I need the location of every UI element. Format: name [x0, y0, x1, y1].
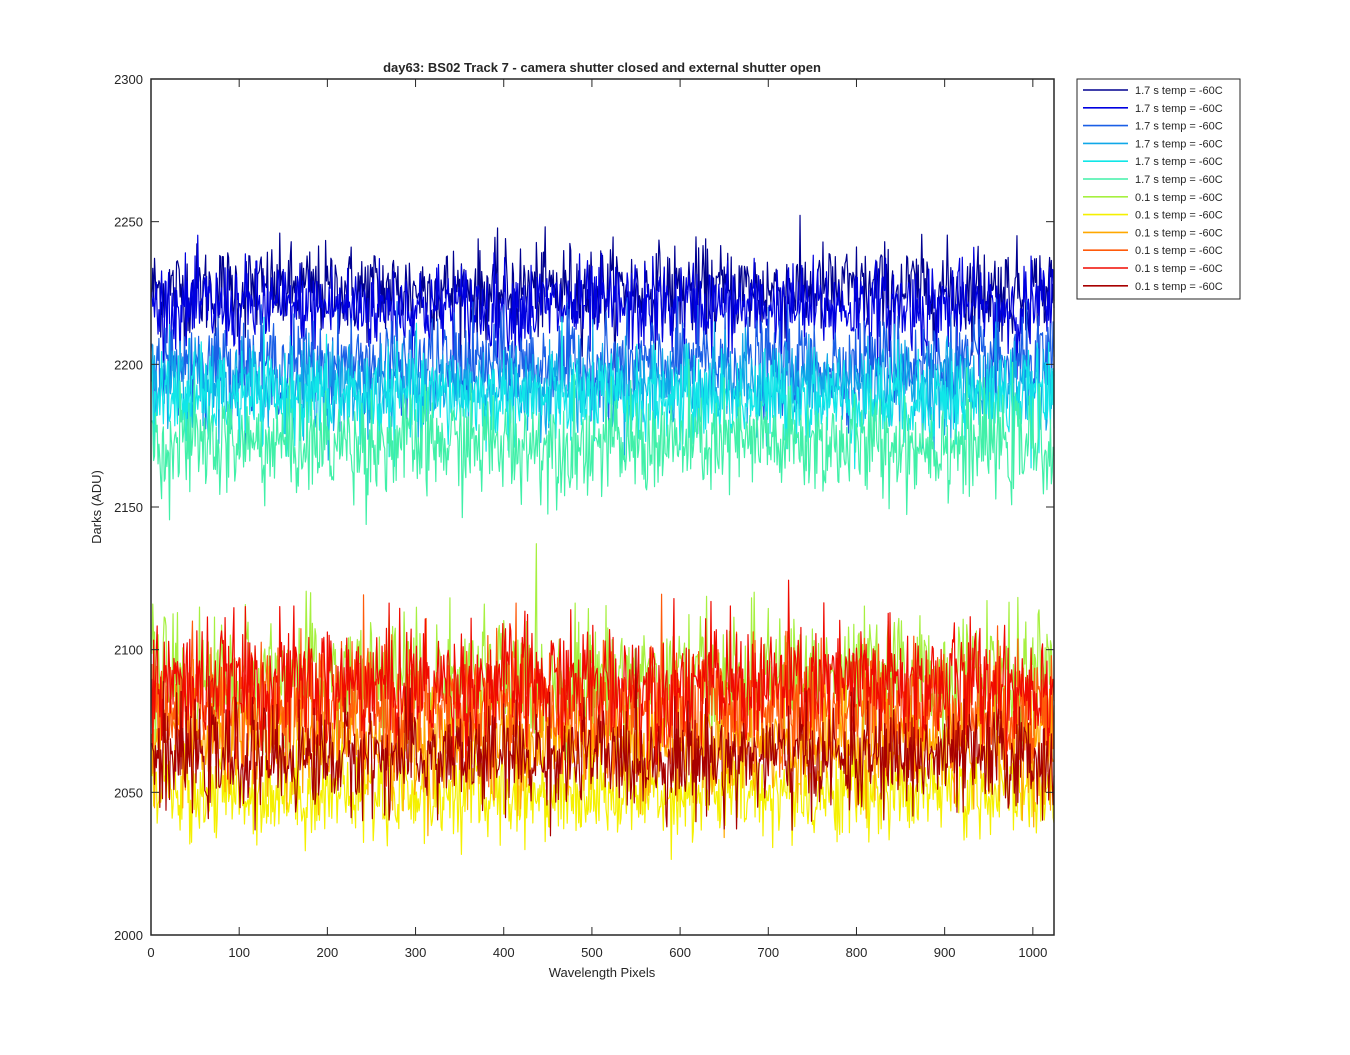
- legend-label: 1.7 s temp = -60C: [1135, 85, 1223, 97]
- x-tick-label: 1000: [1018, 945, 1047, 960]
- y-tick-label: 2000: [114, 928, 143, 943]
- y-tick-label: 2100: [114, 643, 143, 658]
- y-tick-label: 2150: [114, 500, 143, 515]
- y-tick-label: 2300: [114, 72, 143, 87]
- legend: 1.7 s temp = -60C 1.7 s temp = -60C 1.7 s …: [1076, 78, 1241, 300]
- ticks-layer: 0 100 200 300 400 500 600 700 800 900 1000 2000 2050…: [114, 72, 1054, 960]
- legend-label: 1.7 s temp = -60C: [1135, 121, 1223, 133]
- legend-label: 1.7 s temp = -60C: [1135, 156, 1223, 168]
- series-line-11: [151, 579, 1055, 783]
- series-line-2: [151, 234, 1055, 394]
- legend-box: [1076, 78, 1241, 300]
- x-tick-label: 400: [493, 945, 515, 960]
- series-line-8: [151, 722, 1055, 861]
- x-tick-label: 200: [317, 945, 339, 960]
- plot-frame: [150, 78, 1055, 936]
- x-tick-label: 0: [147, 945, 154, 960]
- series-layer: [151, 214, 1055, 861]
- x-tick-label: 600: [669, 945, 691, 960]
- chart-title: day63: BS02 Track 7 - camera shutter clo…: [383, 60, 821, 75]
- legend-label: 1.7 s temp = -60C: [1135, 103, 1223, 115]
- legend-label: 0.1 s temp = -60C: [1135, 210, 1223, 222]
- x-tick-label: 100: [228, 945, 250, 960]
- y-tick-label: 2200: [114, 357, 143, 372]
- y-axis-label: Darks (ADU): [89, 470, 104, 544]
- x-tick-label: 900: [934, 945, 956, 960]
- x-tick-label: 500: [581, 945, 603, 960]
- series-line-6: [151, 358, 1055, 526]
- legend-label: 1.7 s temp = -60C: [1135, 174, 1223, 186]
- series-line-12: [151, 647, 1055, 837]
- x-tick-label: 300: [405, 945, 427, 960]
- x-tick-label: 800: [846, 945, 868, 960]
- y-tick-label: 2250: [114, 215, 143, 230]
- legend-label: 0.1 s temp = -60C: [1135, 281, 1223, 293]
- legend-label: 0.1 s temp = -60C: [1135, 227, 1223, 239]
- legend-label: 0.1 s temp = -60C: [1135, 263, 1223, 275]
- legend-label: 0.1 s temp = -60C: [1135, 192, 1223, 204]
- legend-label: 0.1 s temp = -60C: [1135, 245, 1223, 257]
- series-line-5: [151, 316, 1055, 470]
- y-tick-label: 2050: [114, 785, 143, 800]
- legend-label: 1.7 s temp = -60C: [1135, 138, 1223, 150]
- x-tick-label: 700: [757, 945, 779, 960]
- x-axis-label: Wavelength Pixels: [549, 965, 656, 980]
